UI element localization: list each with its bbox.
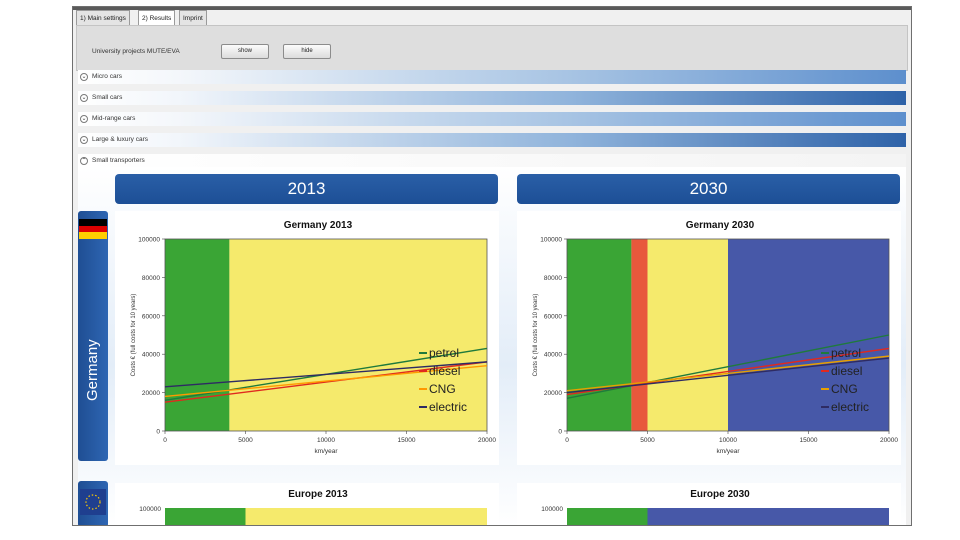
- y-axis-label: Costs € (full costs for 10 years): [131, 294, 137, 377]
- x-tick-label: 15000: [397, 437, 415, 444]
- expand-icon[interactable]: ⌄: [80, 115, 88, 123]
- country-label-germany: Germany: [84, 339, 101, 401]
- results-content: 2013 2030 Germany Germany 2013 0 20000 4000…: [78, 167, 906, 525]
- eu-flag-icon: [80, 489, 106, 515]
- x-axis-label: km/year: [314, 448, 338, 455]
- x-tick-label: 20000: [478, 437, 496, 444]
- y-tick-label: 0: [156, 429, 160, 436]
- x-tick-label: 10000: [719, 437, 737, 444]
- y-tick-label: 40000: [142, 352, 160, 359]
- category-label: Micro cars: [92, 73, 122, 80]
- country-tab-germany[interactable]: Germany: [78, 211, 108, 461]
- cost-band-0: [165, 508, 246, 525]
- cost-band-2: [647, 239, 728, 431]
- chart-europe-2030: Europe 2030 100000: [541, 489, 889, 525]
- series-line-diesel: [164, 361, 488, 403]
- cost-band-1: [647, 508, 889, 525]
- y-axis-label: Costs € (full costs for 10 years): [533, 294, 539, 377]
- x-tick-label: 5000: [640, 437, 655, 444]
- tab-main-settings[interactable]: 1) Main settings: [76, 10, 130, 26]
- chart-panel-germany-2030: Germany 2030 0 20000 40000 60000 80000 100000 0…: [517, 211, 901, 465]
- y-tick-label: 20000: [142, 390, 160, 397]
- x-tick-label: 0: [565, 437, 569, 444]
- y-tick-label: 60000: [544, 313, 562, 320]
- chart-panel-europe-2013: Europe 2013 100000: [115, 483, 499, 525]
- y-tick-label: 60000: [142, 313, 160, 320]
- legend-label-electric: electric: [429, 400, 467, 414]
- category-micro-cars[interactable]: ⌄ Micro cars: [78, 70, 906, 84]
- cost-band-3: [728, 239, 889, 431]
- cost-band-0: [567, 508, 648, 525]
- x-axis-label: km/year: [716, 448, 740, 455]
- category-label: Small transporters: [92, 157, 145, 164]
- y-tick-label: 100000: [138, 237, 160, 244]
- project-label: University projects MUTE/EVA: [92, 48, 180, 55]
- category-label: Large & luxury cars: [92, 136, 148, 143]
- chart-panel-europe-2030: Europe 2030 100000: [517, 483, 901, 525]
- chart-title: Europe 2013: [288, 489, 348, 500]
- y-tick-label: 80000: [142, 275, 160, 282]
- series-line-petrol: [566, 334, 890, 400]
- category-small-transporters[interactable]: ⌃ Small transporters: [78, 154, 906, 168]
- legend-label-CNG: CNG: [429, 382, 456, 396]
- legend-label-petrol: petrol: [429, 346, 459, 360]
- year-header-2030: 2030: [517, 174, 900, 204]
- project-toolbar: University projects MUTE/EVA show hide: [76, 25, 908, 71]
- y-tick-label: 100000: [139, 506, 161, 513]
- chart-title: Germany 2030: [686, 220, 755, 231]
- year-header-2013: 2013: [115, 174, 498, 204]
- legend-label-petrol: petrol: [831, 346, 861, 360]
- cost-band-0: [567, 239, 632, 431]
- y-tick-label: 100000: [540, 237, 562, 244]
- tab-results[interactable]: 2) Results: [138, 10, 176, 26]
- chart-title: Europe 2030: [690, 489, 750, 500]
- x-tick-label: 20000: [880, 437, 898, 444]
- legend-label-diesel: diesel: [831, 364, 862, 378]
- chart-europe-2013: Europe 2013 100000: [139, 489, 487, 525]
- category-small-cars[interactable]: ⌄ Small cars: [78, 91, 906, 105]
- legend-label-diesel: diesel: [429, 364, 460, 378]
- series-line-electric: [164, 361, 488, 388]
- expand-icon[interactable]: ⌄: [80, 136, 88, 144]
- category-large-luxury-cars[interactable]: ⌄ Large & luxury cars: [78, 133, 906, 147]
- chart-title: Germany 2013: [284, 220, 353, 231]
- collapse-icon[interactable]: ⌃: [80, 157, 88, 165]
- category-mid-range-cars[interactable]: ⌄ Mid-range cars: [78, 112, 906, 126]
- germany-flag-icon: [79, 219, 107, 239]
- y-tick-label: 100000: [541, 506, 563, 513]
- y-tick-label: 20000: [544, 390, 562, 397]
- cost-band-1: [229, 239, 487, 431]
- legend-label-CNG: CNG: [831, 382, 858, 396]
- expand-icon[interactable]: ⌄: [80, 73, 88, 81]
- chart-germany-2030: Germany 2030 0 20000 40000 60000 80000 100000 0…: [533, 220, 898, 455]
- y-tick-label: 0: [558, 429, 562, 436]
- series-line-electric: [566, 357, 890, 394]
- x-tick-label: 10000: [317, 437, 335, 444]
- legend-label-electric: electric: [831, 400, 869, 414]
- series-line-CNG: [566, 355, 890, 392]
- country-tab-europe[interactable]: [78, 481, 108, 525]
- window-top-border: [73, 7, 911, 10]
- x-tick-label: 5000: [238, 437, 253, 444]
- y-tick-label: 40000: [544, 352, 562, 359]
- cost-band-1: [631, 239, 648, 431]
- chart-germany-2013: Germany 2013 0 20000 40000 60000 80000 100000 0…: [131, 220, 496, 455]
- hide-button[interactable]: hide: [283, 44, 331, 59]
- series-line-CNG: [164, 365, 488, 398]
- tab-imprint[interactable]: Imprint: [179, 10, 207, 26]
- cost-band-1: [245, 508, 487, 525]
- cost-band-0: [165, 239, 230, 431]
- x-tick-label: 0: [163, 437, 167, 444]
- expand-icon[interactable]: ⌄: [80, 94, 88, 102]
- category-label: Mid-range cars: [92, 115, 136, 122]
- category-label: Small cars: [92, 94, 123, 101]
- app-window: 1) Main settings 2) Results Imprint Univ…: [72, 6, 912, 526]
- chart-panel-germany-2013: Germany 2013 0 20000 40000 60000 80000 100000 0…: [115, 211, 499, 465]
- show-button[interactable]: show: [221, 44, 269, 59]
- x-tick-label: 15000: [799, 437, 817, 444]
- y-tick-label: 80000: [544, 275, 562, 282]
